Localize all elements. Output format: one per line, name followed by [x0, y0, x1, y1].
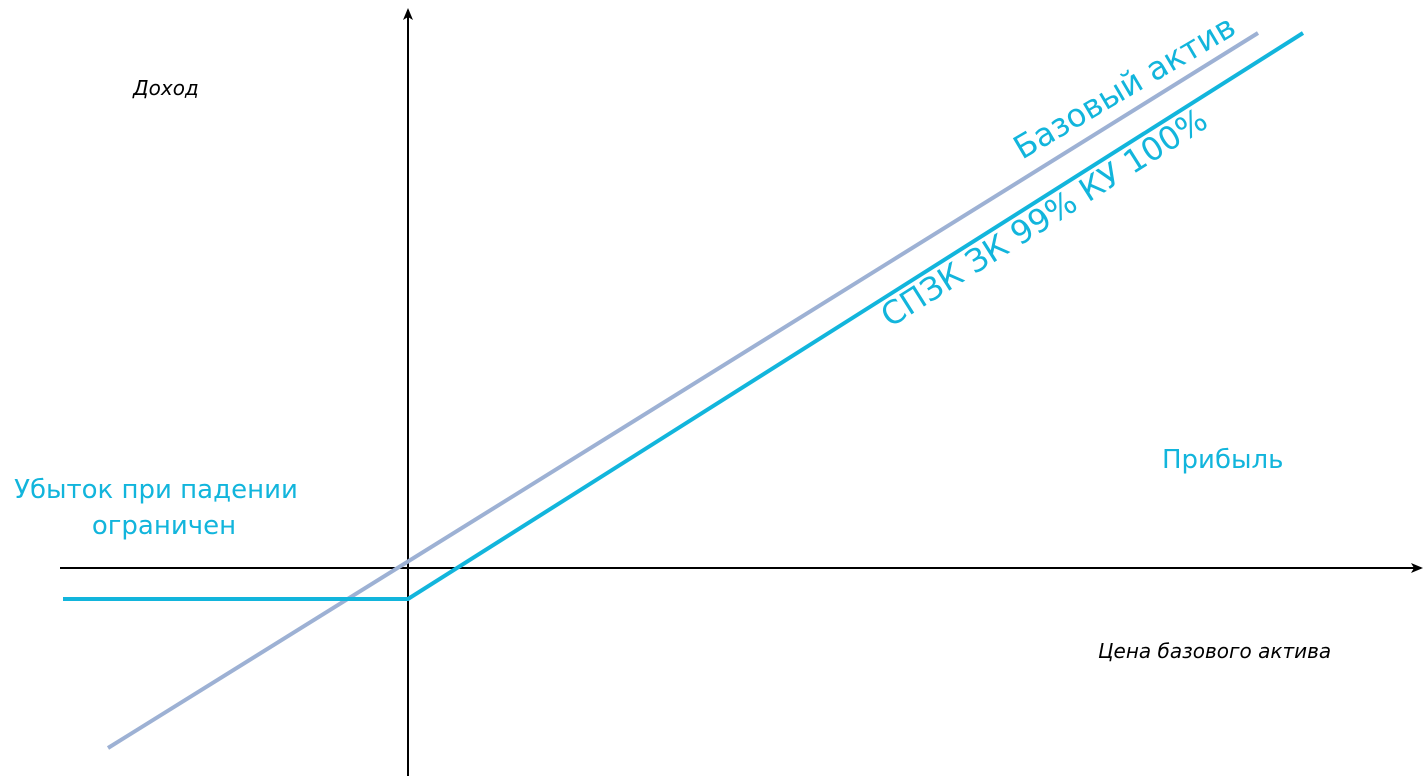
y-axis-label: Доход	[132, 76, 199, 100]
x-axis-label: Цена базового актива	[1098, 639, 1331, 663]
annotation-loss-line2: ограничен	[92, 511, 236, 541]
series-line-underlying-asset	[106, 31, 1260, 750]
annotation-loss-line1: Убыток при падении	[14, 475, 298, 505]
series-label-underlying-asset: Базовый актив	[1007, 7, 1242, 167]
annotation-profit: Прибыль	[1162, 445, 1283, 475]
series-line-structured-product	[63, 31, 1305, 601]
